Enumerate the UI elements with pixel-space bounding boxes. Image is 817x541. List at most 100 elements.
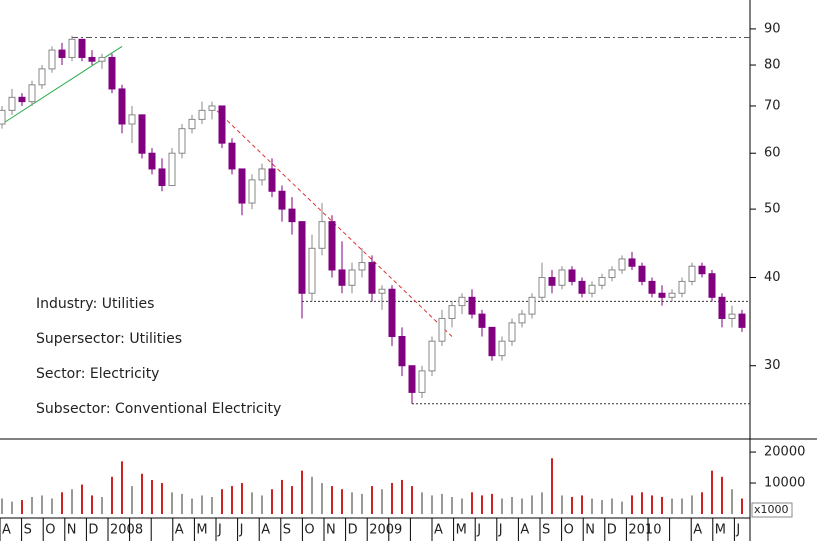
candle-body	[348, 269, 356, 286]
candle-body	[138, 114, 146, 154]
x-tick-label: O	[304, 523, 314, 538]
volume-bar	[631, 495, 633, 514]
candle-body	[738, 313, 746, 328]
candle-body	[678, 280, 686, 294]
x-tick-label: J	[476, 523, 481, 538]
candle-body	[68, 38, 76, 58]
candle-body	[48, 49, 56, 70]
candle-body	[268, 168, 276, 192]
volume-bar	[11, 501, 13, 514]
x-tick-label: A	[175, 523, 184, 538]
y-tick-label: 30	[764, 358, 781, 373]
x-tick-label: S	[542, 523, 550, 538]
candle-body	[198, 109, 206, 120]
candle-body	[418, 370, 426, 393]
volume-bar	[351, 492, 353, 514]
x-tick-label: J	[735, 523, 740, 538]
volume-bar	[91, 495, 93, 514]
x-tick-label: O	[564, 523, 574, 538]
volume-bar	[281, 479, 283, 514]
x-tick-label: M	[196, 523, 207, 538]
candle-body	[308, 247, 316, 294]
volume-bar	[491, 493, 493, 514]
candle-body	[458, 296, 466, 307]
volume-bar	[311, 476, 313, 514]
volume-bar	[531, 495, 533, 514]
annotation: Industry: Utilities	[36, 296, 154, 312]
candle-body	[128, 114, 136, 125]
candle-body	[668, 292, 676, 298]
volume-bar	[661, 496, 663, 514]
volume-bar	[401, 479, 403, 514]
volume-bar	[201, 495, 203, 514]
volume-bar	[1, 498, 3, 514]
candle-body	[708, 273, 716, 298]
candle-body	[168, 152, 176, 187]
candle-body	[608, 269, 616, 279]
volume-bar	[31, 496, 33, 514]
volume-bar	[101, 496, 103, 514]
y2-tick-label: 20000	[764, 445, 805, 460]
candle-body	[628, 258, 636, 267]
volume-bar	[421, 492, 423, 514]
candle-body	[598, 277, 606, 286]
candle-body	[278, 190, 286, 210]
x-tick-label: J	[239, 523, 244, 538]
volume-bar	[251, 492, 253, 514]
candle-body	[338, 269, 346, 286]
volume-bar	[161, 483, 163, 514]
volume-bar	[611, 498, 613, 514]
volume-bar	[551, 458, 553, 514]
volume-bar	[541, 492, 543, 514]
candle-body	[498, 340, 506, 357]
volume-bar	[241, 483, 243, 514]
candle-body	[8, 96, 16, 111]
volume-bar	[341, 489, 343, 514]
volume-bar	[471, 492, 473, 514]
candle-body	[588, 284, 596, 294]
candle-body	[178, 128, 186, 154]
x-tick-label: D	[348, 523, 358, 538]
volume-bar	[431, 495, 433, 514]
candle-body	[368, 262, 376, 294]
candle-body	[658, 292, 666, 298]
candle-body	[548, 277, 556, 286]
y-tick-label: 70	[764, 98, 781, 113]
candle-body	[318, 221, 326, 249]
y-tick-label: 80	[764, 58, 781, 73]
x-tick-label: S	[283, 523, 291, 538]
volume-bar	[681, 498, 683, 514]
x-tick-label: N	[67, 523, 77, 538]
candle-body	[248, 179, 256, 204]
volume-bar	[111, 476, 113, 514]
candle-body	[488, 326, 496, 357]
volume-bar	[561, 495, 563, 514]
candle-body	[578, 280, 586, 294]
x-tick-label: J	[498, 523, 503, 538]
candle-body	[408, 365, 416, 393]
x-tick-label: 2008	[110, 523, 143, 538]
annotation: Sector: Electricity	[36, 366, 159, 382]
candle-body	[0, 109, 6, 125]
volume-bar	[261, 495, 263, 514]
volume-bar	[701, 492, 703, 514]
volume-bar	[591, 498, 593, 514]
volume-bar	[461, 498, 463, 514]
candle-body	[618, 258, 626, 271]
candle-body	[88, 56, 96, 62]
volume-bar	[501, 498, 503, 514]
volume-bar	[381, 489, 383, 514]
y-tick-label: 40	[764, 270, 781, 285]
volume-bar	[141, 473, 143, 514]
volume-bar	[291, 486, 293, 514]
y-tick-label: 60	[764, 146, 781, 161]
candle-body	[468, 296, 476, 315]
volume-bar	[331, 486, 333, 514]
volume-bar	[321, 483, 323, 514]
candle-body	[58, 49, 66, 58]
volume-bar	[361, 493, 363, 514]
candle-body	[518, 313, 526, 324]
x-tick-label: A	[520, 523, 529, 538]
